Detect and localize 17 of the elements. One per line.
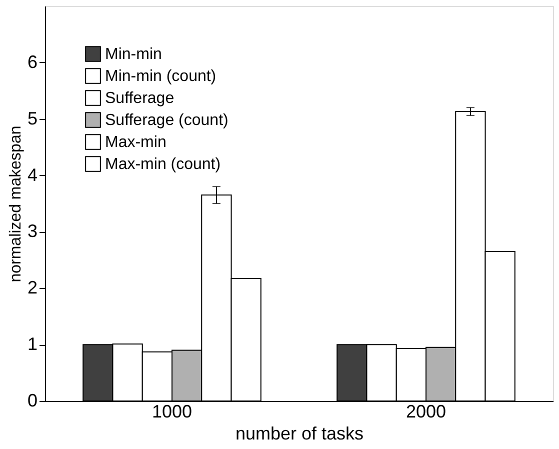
x-tick-label: 1000 xyxy=(152,402,192,422)
legend-label: Max-min xyxy=(105,134,166,151)
legend-label: Min-min xyxy=(105,46,162,63)
legend-label: Sufferage xyxy=(105,90,174,107)
y-tick-label: 5 xyxy=(27,108,38,128)
y-tick-label: 1 xyxy=(27,334,38,354)
x-tick-label: 2000 xyxy=(406,402,446,422)
y-tick-label: 4 xyxy=(27,164,38,185)
legend-label: Max-min (count) xyxy=(105,156,221,173)
legend-label: Min-min (count) xyxy=(105,68,216,85)
y-axis-title: normalized makespan xyxy=(7,126,24,282)
y-tick-label: 0 xyxy=(27,390,38,410)
x-axis-title: number of tasks xyxy=(235,424,364,444)
y-tick-label: 6 xyxy=(27,52,38,72)
y-tick-label: 3 xyxy=(27,221,38,242)
y-tick-label: 2 xyxy=(27,278,38,298)
legend-label: Sufferage (count) xyxy=(105,112,228,129)
